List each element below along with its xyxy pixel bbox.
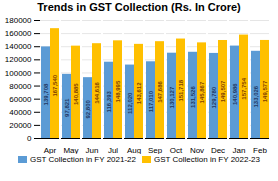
svg-text:Feb: Feb xyxy=(253,146,267,154)
svg-text:149,577: 149,577 xyxy=(262,80,268,102)
svg-text:0: 0 xyxy=(27,134,32,143)
svg-text:112,020: 112,020 xyxy=(127,92,133,114)
svg-text:Jul: Jul xyxy=(108,146,118,154)
svg-text:Nov: Nov xyxy=(190,146,204,154)
svg-text:139,708: 139,708 xyxy=(43,83,49,105)
svg-text:97,821: 97,821 xyxy=(64,98,70,117)
svg-text:60000: 60000 xyxy=(9,95,32,104)
svg-text:149,507: 149,507 xyxy=(220,80,226,102)
svg-text:80000: 80000 xyxy=(9,82,32,91)
svg-text:Apr: Apr xyxy=(44,146,57,154)
svg-text:151,718: 151,718 xyxy=(178,79,184,101)
svg-text:145,867: 145,867 xyxy=(199,81,205,103)
svg-text:167,540: 167,540 xyxy=(52,74,58,96)
svg-text:133,026: 133,026 xyxy=(253,85,259,107)
svg-text:Aug: Aug xyxy=(127,146,141,154)
html-text:Trends in GST Collection (Rs.: Trends in GST Collection (Rs. In Crore) xyxy=(37,1,241,13)
svg-text:Jan: Jan xyxy=(233,146,246,154)
svg-text:144,616: 144,616 xyxy=(94,81,100,103)
svg-text:147,686: 147,686 xyxy=(157,81,163,103)
html-text:GST Collection in FY 2021-22: GST Collection in FY 2021-22 xyxy=(30,155,136,164)
svg-text:131,526: 131,526 xyxy=(190,86,196,108)
svg-text:120000: 120000 xyxy=(5,55,32,64)
svg-text:116,393: 116,393 xyxy=(106,91,112,113)
svg-text:40000: 40000 xyxy=(9,108,32,117)
svg-text:130,127: 130,127 xyxy=(169,86,175,108)
svg-text:20000: 20000 xyxy=(9,121,32,130)
svg-text:140000: 140000 xyxy=(5,42,32,51)
svg-text:100000: 100000 xyxy=(5,69,32,78)
svg-text:140,986: 140,986 xyxy=(232,83,238,105)
svg-text:160000: 160000 xyxy=(5,29,32,38)
svg-text:157,754: 157,754 xyxy=(241,77,247,99)
svg-text:Jun: Jun xyxy=(86,146,99,154)
svg-text:Dec: Dec xyxy=(211,146,225,154)
svg-text:140,885: 140,885 xyxy=(73,83,79,105)
svg-text:143,612: 143,612 xyxy=(136,82,142,104)
html-text:GST Collection in FY 2022-23: GST Collection in FY 2022-23 xyxy=(154,155,260,164)
svg-text:117,010: 117,010 xyxy=(148,90,154,112)
svg-text:Oct: Oct xyxy=(170,146,183,154)
svg-text:180000: 180000 xyxy=(5,16,32,25)
svg-text:May: May xyxy=(63,146,78,154)
svg-text:92,800: 92,800 xyxy=(85,99,91,118)
svg-text:129,780: 129,780 xyxy=(211,86,217,108)
svg-text:148,995: 148,995 xyxy=(115,80,121,102)
svg-text:Sep: Sep xyxy=(148,146,163,154)
